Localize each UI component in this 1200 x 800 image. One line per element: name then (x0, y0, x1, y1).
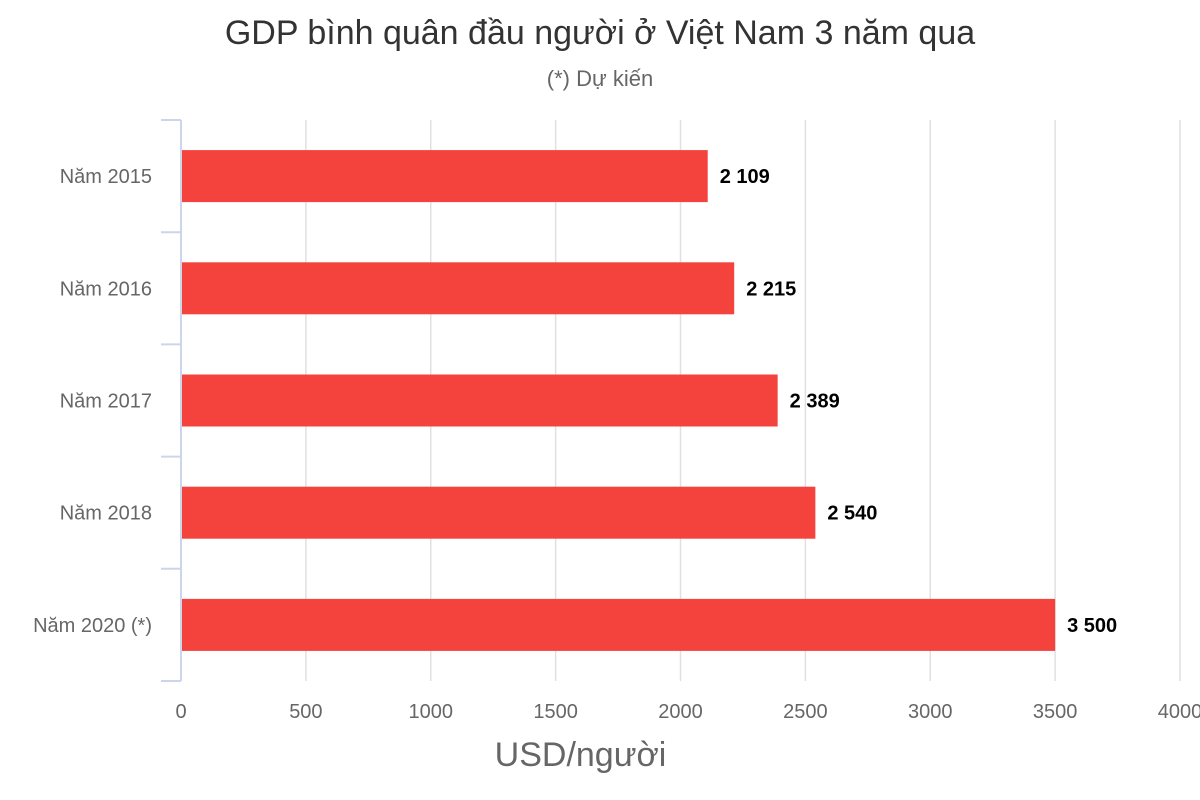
chart-subtitle: (*) Dự kiến (546, 66, 654, 91)
category-label: Năm 2018 (60, 503, 152, 525)
category-label: Năm 2020 (*) (33, 615, 152, 637)
x-tick-label: 2500 (783, 701, 828, 723)
bar (182, 150, 708, 203)
category-label: Năm 2015 (60, 166, 152, 188)
x-tick-label: 1000 (409, 701, 454, 723)
x-tick-labels: 0 500 1000 1500 2000 2500 3000 3500 4000 (175, 701, 1200, 723)
y-axis (161, 119, 182, 682)
bar (182, 598, 1056, 651)
x-tick-label: 500 (289, 701, 322, 723)
x-tick-label: 3000 (908, 701, 953, 723)
category-label: Năm 2017 (60, 391, 152, 413)
x-tick-label: 1500 (533, 701, 578, 723)
bars (182, 150, 1056, 651)
data-labels: 2 109 2 215 2 389 2 540 3 500 (720, 166, 1117, 637)
bar (182, 486, 816, 539)
category-labels: Năm 2015 Năm 2016 Năm 2017 Năm 2018 Năm 2020… (33, 166, 152, 637)
data-label: 2 389 (790, 391, 840, 413)
x-tick-label: 3500 (1033, 701, 1078, 723)
x-axis-title: USD/người (495, 736, 667, 774)
data-label: 2 109 (720, 166, 770, 188)
bar (182, 262, 735, 315)
x-tick-label: 4000 (1158, 701, 1200, 723)
x-tick-label: 2000 (658, 701, 703, 723)
data-label: 3 500 (1067, 615, 1117, 637)
data-label: 2 540 (827, 503, 877, 525)
bar (182, 374, 778, 427)
data-label: 2 215 (746, 278, 796, 300)
chart-title: GDP bình quân đầu người ở Việt Nam 3 năm… (224, 14, 976, 52)
x-tick-label: 0 (175, 701, 186, 723)
category-label: Năm 2016 (60, 278, 152, 300)
